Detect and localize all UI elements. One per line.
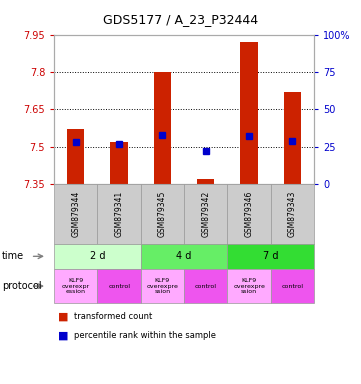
- Text: 2 d: 2 d: [90, 251, 105, 262]
- Text: KLF9
overexpr
ession: KLF9 overexpr ession: [62, 278, 90, 295]
- Bar: [240, 42, 258, 184]
- Text: control: control: [108, 283, 130, 289]
- Text: control: control: [282, 283, 303, 289]
- Text: transformed count: transformed count: [74, 312, 152, 321]
- Bar: [284, 92, 301, 184]
- Text: control: control: [195, 283, 217, 289]
- Text: GSM879343: GSM879343: [288, 191, 297, 237]
- Text: GDS5177 / A_23_P32444: GDS5177 / A_23_P32444: [103, 13, 258, 26]
- Bar: [67, 129, 84, 184]
- Text: 7 d: 7 d: [263, 251, 278, 262]
- Text: ■: ■: [58, 330, 68, 340]
- Text: protocol: protocol: [2, 281, 42, 291]
- Text: percentile rank within the sample: percentile rank within the sample: [74, 331, 216, 340]
- Text: ■: ■: [58, 312, 68, 322]
- Bar: [110, 142, 128, 184]
- Text: GSM879346: GSM879346: [245, 191, 253, 237]
- Text: GSM879344: GSM879344: [71, 191, 80, 237]
- Text: GSM879341: GSM879341: [115, 191, 123, 237]
- Bar: [197, 179, 214, 184]
- Text: KLF9
overexpre
ssion: KLF9 overexpre ssion: [233, 278, 265, 295]
- Text: time: time: [2, 251, 24, 262]
- Text: GSM879342: GSM879342: [201, 191, 210, 237]
- Bar: [154, 72, 171, 184]
- Text: KLF9
overexpre
ssion: KLF9 overexpre ssion: [147, 278, 178, 295]
- Text: GSM879345: GSM879345: [158, 191, 167, 237]
- Text: 4 d: 4 d: [177, 251, 192, 262]
